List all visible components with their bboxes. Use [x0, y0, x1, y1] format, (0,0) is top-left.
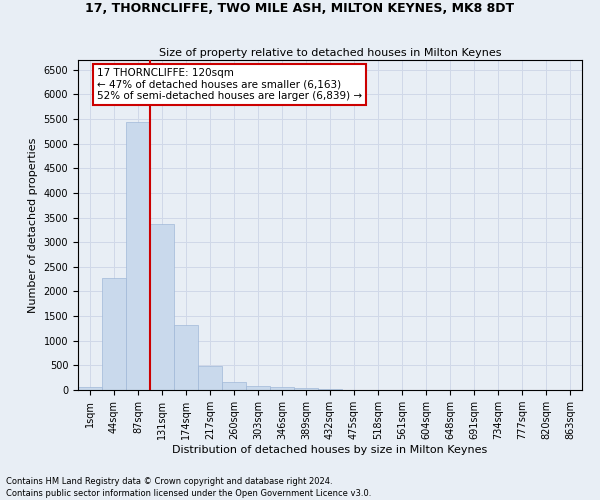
Bar — [246, 386, 270, 390]
Title: Size of property relative to detached houses in Milton Keynes: Size of property relative to detached ho… — [159, 48, 501, 58]
Text: 17 THORNCLIFFE: 120sqm
← 47% of detached houses are smaller (6,163)
52% of semi-: 17 THORNCLIFFE: 120sqm ← 47% of detached… — [97, 68, 362, 101]
Text: 17, THORNCLIFFE, TWO MILE ASH, MILTON KEYNES, MK8 8DT: 17, THORNCLIFFE, TWO MILE ASH, MILTON KE… — [85, 2, 515, 16]
Bar — [174, 326, 198, 390]
Bar — [222, 382, 246, 390]
Y-axis label: Number of detached properties: Number of detached properties — [28, 138, 38, 312]
Bar — [102, 278, 126, 390]
Bar — [78, 386, 102, 390]
X-axis label: Distribution of detached houses by size in Milton Keynes: Distribution of detached houses by size … — [172, 445, 488, 455]
Bar — [294, 388, 318, 390]
Bar — [126, 122, 150, 390]
Text: Contains HM Land Registry data © Crown copyright and database right 2024.
Contai: Contains HM Land Registry data © Crown c… — [6, 476, 371, 498]
Bar — [150, 224, 174, 390]
Bar — [270, 387, 294, 390]
Bar — [318, 389, 342, 390]
Bar — [198, 366, 222, 390]
